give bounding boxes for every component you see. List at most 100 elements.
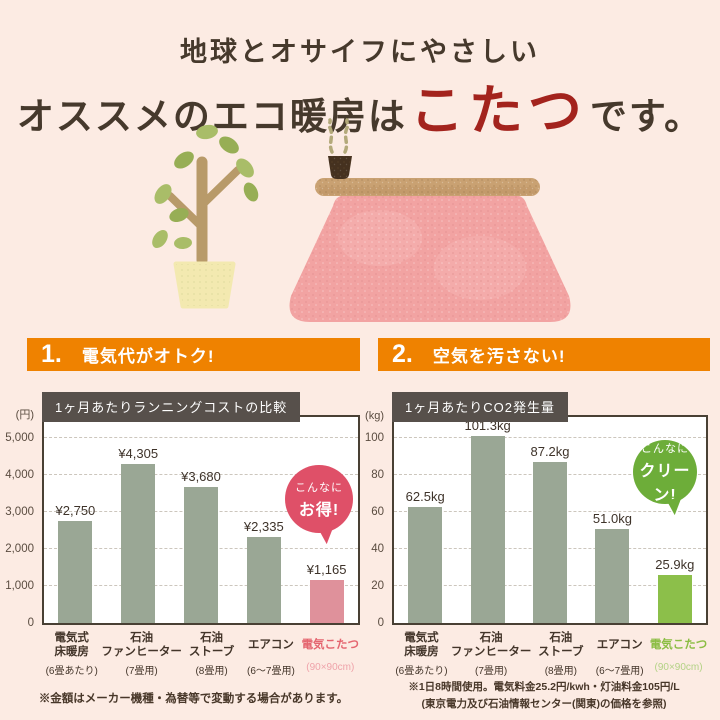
y-axis-unit: (kg) (365, 410, 384, 422)
x-label-name: 石油 ファンヒーター (451, 630, 532, 660)
x-label-line: ファンヒーター (450, 646, 532, 658)
x-label-line: 床暖房 (404, 646, 439, 658)
bar-series: 62.5kg 101.3kg 87.2kg 51.0kg (394, 418, 706, 623)
bar-value-label: ¥1,165 (306, 561, 347, 577)
gridline (394, 437, 706, 438)
bar-group: ¥2,335 (232, 438, 295, 623)
x-label-name: 電気こたつ (649, 630, 708, 660)
section-number: 1. (41, 340, 62, 368)
x-label-name: エアコン (590, 630, 649, 660)
x-label-line: 石油 (549, 632, 573, 644)
x-label-floor-heating: 電気式 床暖房 (6畳あたり) (392, 630, 451, 677)
section-title: 電気代がオトク! (81, 347, 215, 366)
x-label-oil-stove: 石油ストーブ (8畳用) (182, 630, 241, 677)
x-label-line: 石油 (200, 632, 224, 644)
section-header: 1. 電気代がオトク! (27, 338, 360, 371)
x-label-line: 石油 (479, 632, 503, 644)
bar-group: 101.3kg (456, 418, 518, 623)
bar-kotatsu-highlight (657, 575, 692, 623)
x-axis-labels: 電気式 床暖房 (6畳あたり) 石油 ファンヒーター (7畳用) 石油 ストーブ (8… (392, 630, 708, 677)
gridline (44, 437, 358, 438)
x-label-line: エアコン (247, 639, 294, 651)
badge-line2: お得! (298, 501, 340, 519)
x-label-sub: (8畳用) (544, 666, 577, 677)
x-label-sub: (6〜7畳用) (595, 666, 644, 677)
x-label-line: エアコン (596, 639, 643, 651)
x-label-sub: (6畳あたり) (45, 666, 98, 677)
section-number: 2. (392, 340, 413, 368)
bar-oil-stove (533, 461, 568, 623)
bar-group: 62.5kg (394, 438, 456, 623)
bar-value-label: ¥3,680 (181, 468, 221, 484)
plant-pot (173, 261, 236, 309)
bar-group: 51.0kg (581, 438, 643, 623)
bar-value-label: 51.0kg (592, 510, 632, 526)
badge-line2: クリーン! (639, 462, 691, 504)
bar-value-label: 87.2kg (530, 443, 570, 459)
x-label-air-conditioner: エアコン (6〜7畳用) (241, 630, 300, 677)
teacup-icon (328, 156, 352, 179)
bar-air-conditioner (595, 528, 630, 623)
y-tick-label: 1,000 (5, 580, 34, 592)
plant-icon (152, 124, 259, 309)
y-tick-label: 80 (371, 469, 384, 481)
chart-title: 1ヶ月あたりCO2発生量 (392, 392, 568, 422)
bar-value-label: ¥2,750 (55, 503, 96, 519)
x-label-name: 石油 ストーブ (182, 630, 241, 660)
x-label-kotatsu: 電気こたつ (90×90cm) (649, 630, 708, 677)
x-label-floor-heating: 電気式床暖房 (6畳あたり) (42, 630, 101, 677)
x-label-line: 電気式 (54, 632, 89, 644)
x-label-line: 石油 (130, 632, 154, 644)
y-tick-label: 40 (371, 543, 384, 555)
x-label-name: 電気式 床暖房 (42, 630, 101, 660)
bar-group: ¥3,680 (170, 438, 233, 623)
bar-group: ¥1,165 (295, 438, 358, 623)
x-label-line: ファンヒーター (101, 646, 182, 658)
bar-group: ¥2,750 (44, 438, 107, 623)
x-label-line: 電気式 (404, 632, 439, 644)
footnote-co2-line2: (東京電力及び石油情報センター(関東)の価格を参照) (421, 698, 667, 710)
bar-air-conditioner (246, 536, 281, 623)
y-tick-label: 5,000 (5, 432, 34, 444)
bar-oil-fan-heater (121, 463, 156, 623)
kotatsu-illustration (152, 118, 571, 322)
section-co2: 2. 空気を汚さない! 1ヶ月あたりCO2発生量 100 80 60 40 20… (365, 338, 710, 710)
x-label-sub: (8畳用) (195, 666, 228, 677)
x-label-name: 電気こたつ (301, 630, 360, 660)
bar-value-label: ¥2,335 (243, 518, 284, 534)
chart-scale: 5,000 4,000 3,000 2,000 1,000 0 (円) ¥2,7… (5, 409, 358, 629)
footnote-co2-line1: ※1日8時間使用。電気料金25.2円/kwh・灯油料金105円/L (408, 681, 680, 693)
headline-top: 地球とオサイフにやさしい (180, 37, 540, 67)
section-cost: 1. 電気代がオトク! 1ヶ月あたりランニングコストの比較 5,000 4,00… (5, 338, 360, 705)
plant-leaves (152, 124, 259, 250)
footnote-co2: ※1日8時間使用。電気料金25.2円/kwh・灯油料金105円/L (東京電力及… (364, 679, 720, 713)
x-axis-labels: 電気式 床暖房 (6畳あたり) 石油 ファンヒーター (7畳用) 石油 ストーブ (8… (42, 630, 360, 677)
steam-icon (327, 118, 350, 154)
bar-oil-stove (183, 486, 218, 623)
chart-plot-area: 5,000 4,000 3,000 2,000 1,000 0 (円) ¥2,7… (5, 409, 360, 629)
x-label-name: 電気式 床暖房 (392, 630, 451, 660)
y-tick-label: 100 (364, 432, 384, 444)
x-label-name: エアコン (241, 630, 300, 660)
bar-kotatsu-highlight (309, 579, 344, 623)
gridline (44, 474, 358, 475)
x-label-line: ストーブ (188, 646, 235, 658)
x-label-line: 電気こたつ (649, 639, 708, 651)
x-label-line: ストーブ (538, 646, 584, 658)
bar-group: 87.2kg (519, 438, 581, 623)
x-label-oil-stove: 石油ストーブ (8畳用) (531, 630, 590, 677)
x-label-oil-fan-heater: 石油 ファンヒーター (7畳用) (101, 630, 182, 677)
x-label-oil-fan-heater: 石油 ファンヒーター (7畳用) (451, 630, 532, 677)
x-label-line: 電気こたつ (301, 639, 360, 651)
headline-main: オススメのエコ暖房は こたつ です。 (0, 66, 720, 145)
callout-badge-clean: こんなに クリーン! (633, 440, 697, 504)
section-header: 2. 空気を汚さない! (378, 338, 710, 371)
x-label-sub: (6〜7畳用) (247, 666, 295, 677)
x-label-name: 石油 ストーブ (531, 630, 590, 660)
bar-oil-fan-heater (470, 435, 505, 623)
bar-value-label: 25.9kg (655, 557, 695, 573)
y-tick-label: 60 (371, 506, 384, 518)
x-label-line: 床暖房 (54, 646, 89, 658)
footnote-cost: ※金額はメーカー機種・為替等で変動する場合があります。 (38, 693, 349, 705)
